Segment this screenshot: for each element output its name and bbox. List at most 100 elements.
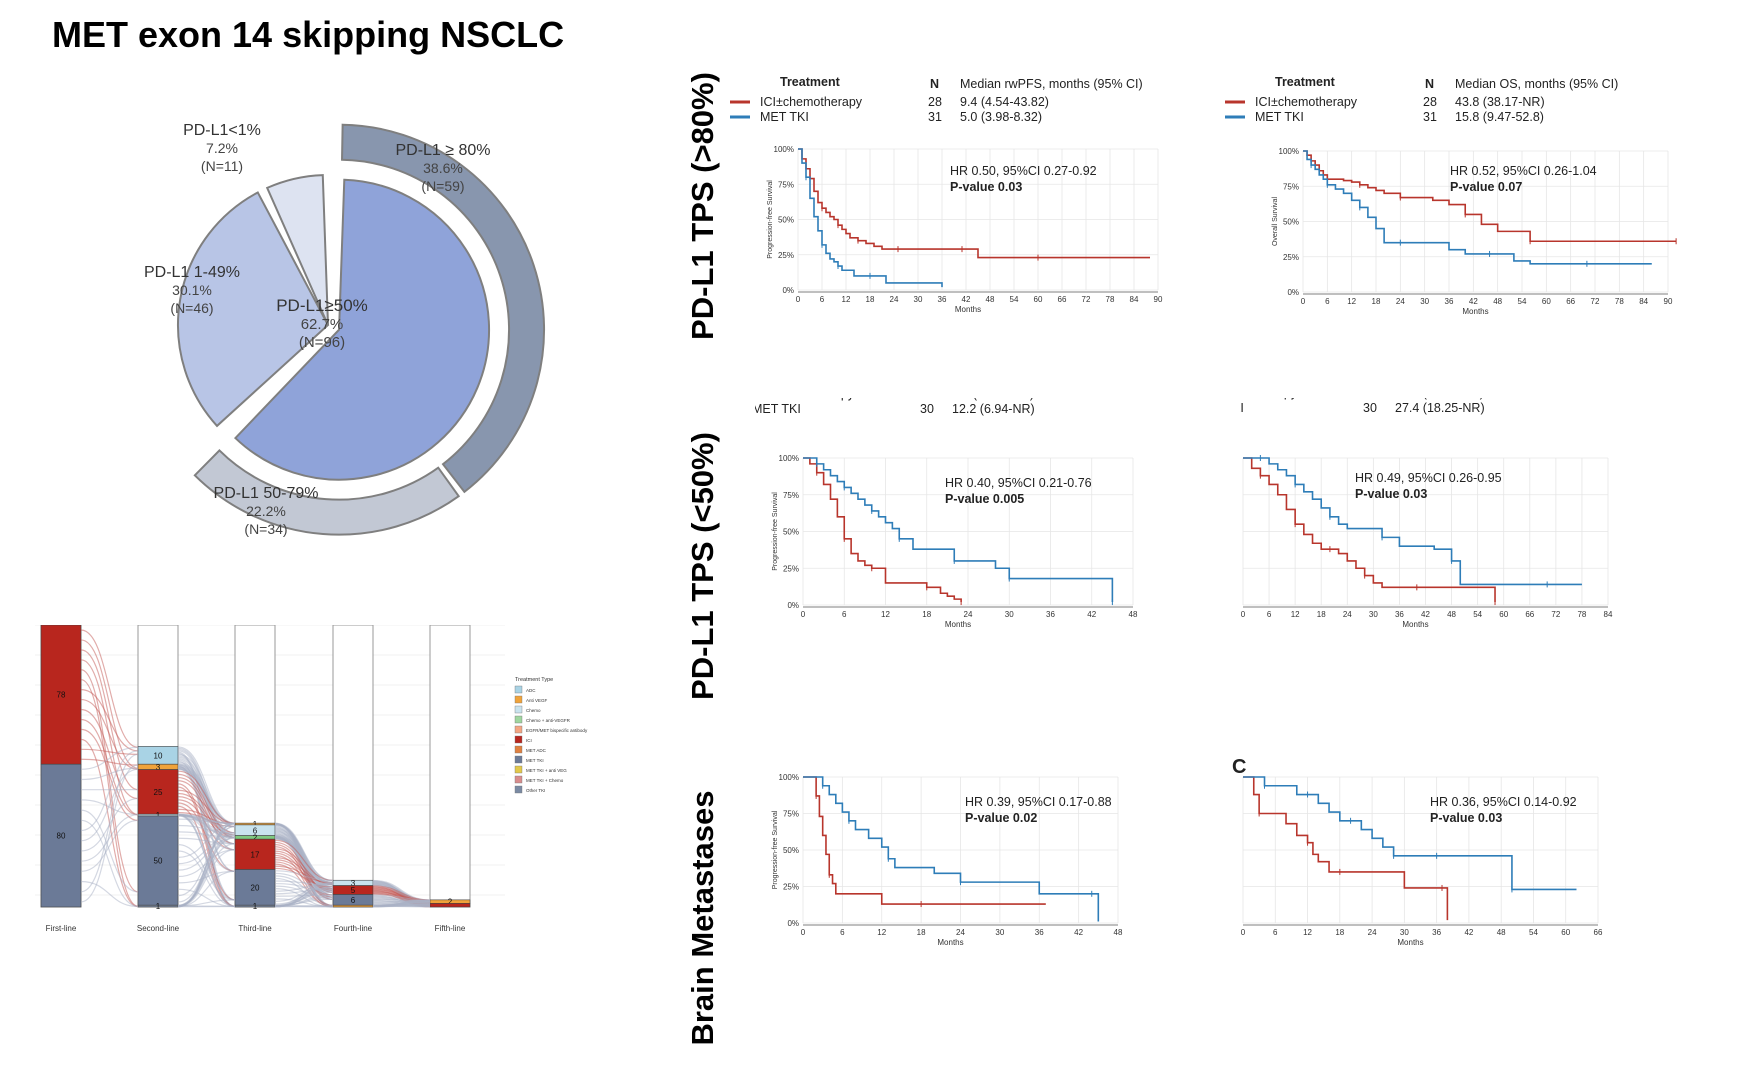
flow-ribbon	[80, 819, 139, 872]
km-table-treatment: MET TKI	[760, 110, 809, 124]
block-label: 2	[448, 898, 453, 907]
km-x-tick: 18	[1317, 610, 1326, 619]
flow-ribbon	[177, 822, 236, 859]
km-p-value: P-value 0.03	[950, 180, 1022, 194]
km-hazard-ratio: HR 0.49, 95%CI 0.26-0.95	[1355, 471, 1502, 485]
block-label: 17	[251, 850, 260, 859]
legend-title: Treatment Type	[515, 677, 553, 683]
km-curve	[1243, 776, 1449, 921]
km-x-tick: 0	[801, 610, 806, 619]
sankey-category-label: Third-line	[238, 924, 272, 933]
km-x-tick: 54	[1010, 295, 1019, 304]
km-x-tick: 84	[1639, 297, 1648, 306]
km-x-tick: 42	[962, 295, 971, 304]
stack-block	[234, 869, 276, 906]
km-x-label: Months	[1402, 620, 1428, 629]
km-table-treatment: MET TKI	[1255, 110, 1304, 124]
km-x-tick: 6	[1267, 610, 1272, 619]
flow-ribbon	[80, 814, 139, 862]
flow-ribbon	[80, 753, 139, 893]
km-table-treatment: ICI±chemotherapy	[760, 95, 863, 109]
block-label: 1	[253, 820, 258, 829]
km-y-tick: 75%	[783, 491, 799, 500]
flow-ribbon	[177, 825, 236, 908]
km-curve	[803, 776, 1100, 922]
km-table-header-treatment: Treatment	[780, 75, 841, 89]
legend-item-label: EGFR/MET bispecific antibody	[526, 728, 588, 733]
flow-ribbon	[177, 746, 236, 824]
km-x-tick: 18	[922, 610, 931, 619]
km-x-tick: 66	[1525, 610, 1534, 619]
km-p-value: P-value 0.03	[1355, 487, 1427, 501]
block-label: 2	[253, 833, 258, 842]
flow-ribbon	[274, 886, 334, 908]
km-x-tick: 6	[842, 610, 847, 619]
km-y-label: Overall Survival	[1272, 197, 1279, 246]
km-x-tick: 48	[1447, 610, 1456, 619]
flow-ribbon	[80, 698, 139, 770]
km-x-tick: 24	[956, 928, 965, 937]
stack-block	[40, 763, 82, 908]
km-table-n: 28	[928, 95, 942, 109]
km-x-tick: 60	[1499, 610, 1508, 619]
km-x-tick: 42	[1464, 928, 1473, 937]
km-x-tick: 24	[1343, 610, 1352, 619]
km-table-treatment: ICI±chemotherapy	[755, 398, 855, 401]
km-y-label: Progression-free Survival	[772, 492, 779, 571]
km-x-tick: 18	[1372, 297, 1381, 306]
km-x-tick: 54	[1473, 610, 1482, 619]
legend-swatch	[514, 705, 523, 714]
flow-ribbon	[80, 639, 139, 769]
km-x-tick: 48	[1493, 297, 1502, 306]
km-y-tick: 0%	[787, 601, 799, 610]
km-table-n: 30	[1363, 401, 1377, 415]
flow-ribbon	[177, 834, 236, 865]
km-y-tick: 100%	[774, 145, 794, 154]
km-table-median: 12.2 (6.94-NR)	[952, 402, 1035, 416]
km-y-tick: 0%	[782, 286, 794, 295]
flow-ribbon	[177, 773, 236, 834]
legend-swatch	[514, 765, 523, 774]
pie-ge80-label: PD-L1 ≥ 80%	[395, 142, 490, 159]
block-label: 20	[251, 883, 260, 892]
km-y-tick: 50%	[783, 528, 799, 537]
km-p-value: P-value 0.03	[1430, 811, 1502, 825]
km-x-tick: 60	[1561, 928, 1570, 937]
flow-ribbon	[80, 880, 139, 908]
km-table-n: 31	[1423, 110, 1437, 124]
pie-ge50-n: (N=96)	[299, 334, 345, 351]
flow-ribbon	[372, 903, 431, 908]
km-x-tick: 36	[1445, 297, 1454, 306]
sankey-category-label: First-line	[46, 924, 77, 933]
flow-ribbon	[177, 870, 236, 908]
flow-ribbon	[80, 718, 139, 816]
flow-ribbon	[80, 768, 139, 842]
legend-swatch	[514, 695, 523, 704]
km-y-tick: 75%	[783, 810, 799, 819]
km-curve	[798, 148, 943, 288]
km-table-treatment: ICI±chemotherapy	[1240, 398, 1298, 400]
km-x-tick: 54	[1518, 297, 1527, 306]
km-table-header-n: N	[1425, 77, 1434, 91]
flow-ribbon	[274, 867, 334, 888]
km-x-tick: 30	[1369, 610, 1378, 619]
pie-50-79-n: (N=34)	[244, 521, 287, 537]
km-x-tick: 18	[866, 295, 875, 304]
km-x-tick: 0	[1241, 928, 1246, 937]
stack-block	[332, 904, 374, 908]
km-x-label: Months	[955, 305, 981, 314]
flow-ribbon	[177, 780, 236, 845]
km-hazard-ratio: HR 0.50, 95%CI 0.27-0.92	[950, 164, 1097, 178]
block-label: 1	[253, 902, 258, 911]
km-x-tick: 60	[1034, 295, 1043, 304]
km-y-tick: 75%	[1283, 182, 1299, 191]
legend-item-label: ICI	[526, 738, 532, 743]
km-x-tick: 0	[1301, 297, 1306, 306]
km-table-header-treatment: Treatment	[1275, 75, 1336, 89]
km-table-median: 15.8 (9.47-52.8)	[1455, 110, 1544, 124]
km-x-tick: 36	[938, 295, 947, 304]
km-x-tick: 66	[1566, 297, 1575, 306]
